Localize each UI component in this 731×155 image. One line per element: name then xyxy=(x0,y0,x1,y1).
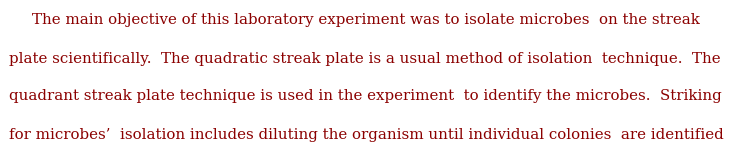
Text: plate scientifically.  The quadratic streak plate is a usual method of isolation: plate scientifically. The quadratic stre… xyxy=(9,52,720,66)
Text: quadrant streak plate technique is used in the experiment  to identify the micro: quadrant streak plate technique is used … xyxy=(9,89,721,103)
Text: for microbes’  isolation includes diluting the organism until individual colonie: for microbes’ isolation includes dilutin… xyxy=(9,128,724,142)
Text: The main objective of this laboratory experiment was to isolate microbes  on the: The main objective of this laboratory ex… xyxy=(31,13,700,27)
